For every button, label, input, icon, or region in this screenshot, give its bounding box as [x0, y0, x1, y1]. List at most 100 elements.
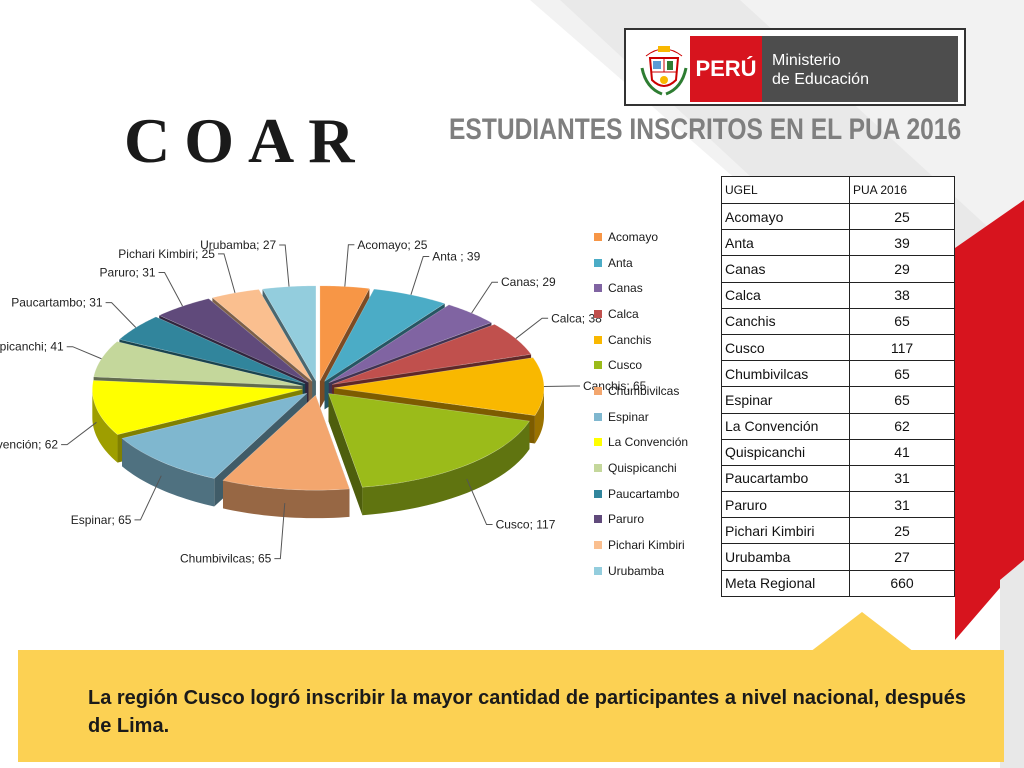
table-cell-value: 38 [849, 281, 955, 309]
table-row: Cusco 117 [721, 333, 955, 362]
ministry-line2: de Educación [772, 71, 869, 88]
legend-item-espinar: Espinar [594, 404, 688, 430]
table-cell-ugel: Anta [721, 229, 850, 257]
table-cell-value: 65 [849, 386, 955, 414]
legend-item-chumbivilcas: Chumbivilcas [594, 378, 688, 404]
legend-label: Chumbivilcas [608, 383, 680, 398]
ministry-logo: PERÚ Ministerio de Educación [624, 28, 966, 106]
legend-swatch [594, 258, 602, 267]
table-row: Canchis 65 [721, 307, 955, 335]
leader-line-calca [515, 317, 549, 339]
table-cell-value: 29 [849, 255, 955, 283]
table-cell-ugel: Canas [721, 255, 850, 283]
slice-cusco [328, 393, 530, 488]
slice-wall-cusco-1 [328, 393, 363, 516]
legend-item-anta: Anta [594, 250, 688, 276]
table-cell-ugel: Paruro [721, 491, 850, 519]
leader-line-pichari-kimbiri [217, 253, 236, 294]
data-table: UGEL PUA 2016 Acomayo 25 Anta 39 Canas 29 Calca 3… [721, 176, 955, 597]
table-cell-value: 65 [849, 307, 955, 335]
legend-label: Acomayo [608, 229, 659, 244]
data-label-canas: Canas; 29 [501, 275, 556, 289]
legend-label: Pichari Kimbiri [608, 538, 685, 553]
legend-label: Urubamba [608, 563, 665, 578]
table-row: Meta Regional 660 [721, 569, 955, 597]
legend-swatch [594, 386, 602, 395]
data-label-paruro: Paruro; 31 [100, 266, 156, 280]
table-row: Chumbivilcas 65 [721, 360, 955, 388]
table-row: Anta 39 [721, 229, 955, 257]
leader-line-espinar [134, 475, 162, 521]
table-cell-value: 31 [849, 464, 955, 493]
legend-item-quispicanchi: Quispicanchi [594, 455, 688, 481]
legend-label: La Convención [608, 435, 689, 450]
legend-label: Quispicanchi [608, 461, 677, 476]
data-label-urubamba: Urubamba; 27 [200, 238, 276, 252]
slice-side-la-convencion [92, 389, 118, 463]
leader-line-canchis [543, 385, 580, 388]
legend-item-pichari-kimbiri: Pichari Kimbiri [594, 532, 688, 558]
table-row: Calca 38 [721, 281, 955, 309]
slice-canas [328, 304, 493, 383]
slice-la-convencion [92, 380, 303, 435]
legend-item-la-convencion: La Convención [594, 430, 688, 456]
legend-swatch [594, 412, 602, 421]
coat-of-arms-icon [640, 46, 688, 96]
pie-chart: Acomayo; 25 Anta ; 39 Canas; 29 Calca; 38 Ca… [0, 238, 647, 566]
ministry-name: Ministerio de Educación [762, 36, 958, 102]
legend-swatch [594, 464, 602, 473]
leader-line-canas [471, 281, 498, 314]
table-cell-value: 25 [849, 202, 955, 231]
legend-item-paruro: Paruro [594, 507, 688, 533]
table-cell-value: 25 [849, 517, 955, 545]
legend-label: Anta [608, 255, 633, 270]
legend-swatch [594, 361, 602, 370]
table-cell-ugel: La Convención [721, 412, 850, 440]
legend-swatch [594, 335, 602, 344]
summary-text: La región Cusco logró inscribir la mayor… [88, 687, 967, 737]
slice-side-canchis [534, 387, 544, 444]
slice-paucartambo [118, 316, 306, 385]
slice-side-chumbivilcas [222, 480, 350, 519]
legend-swatch [594, 566, 602, 575]
leader-line-cusco [466, 478, 493, 526]
data-label-paucartambo: Paucartambo; 31 [11, 296, 103, 310]
legend-swatch [594, 309, 602, 318]
table-row: Urubamba 27 [721, 543, 955, 571]
legend-label: Paruro [608, 512, 645, 527]
table-header-cell: UGEL [721, 176, 850, 204]
table-cell-value: 62 [849, 412, 955, 440]
table-cell-ugel: Acomayo [721, 202, 850, 231]
table-cell-ugel: Canchis [721, 307, 850, 335]
table-row: Paruro 31 [721, 491, 955, 519]
table-cell-ugel: Chumbivilcas [721, 360, 850, 388]
leader-line-chumbivilcas [274, 503, 286, 560]
table-cell-value: 27 [849, 543, 955, 571]
leader-line-acomayo [344, 244, 355, 287]
legend-item-acomayo: Acomayo [594, 224, 688, 250]
table-cell-ugel: Meta Regional [721, 569, 850, 597]
legend-item-canas: Canas [594, 275, 688, 301]
ministry-line1: Ministerio [772, 52, 841, 69]
legend-item-urubamba: Urubamba [594, 558, 688, 584]
legend-item-cusco: Cusco [594, 352, 688, 378]
data-label-quispicanchi: Quispicanchi; 41 [0, 340, 64, 354]
leader-line-paucartambo [105, 302, 137, 328]
slice-pichari-kimbiri [211, 289, 313, 382]
leader-line-paruro [158, 272, 184, 307]
data-label-acomayo: Acomayo; 25 [357, 238, 427, 252]
legend-item-canchis: Canchis [594, 327, 688, 353]
slice-side-espinar [122, 438, 215, 507]
data-label-pichari-kimbiri: Pichari Kimbiri; 25 [118, 247, 215, 261]
table-row: La Convención 62 [721, 412, 955, 440]
table-cell-ugel: Cusco [721, 333, 850, 362]
table-row: Canas 29 [721, 255, 955, 283]
slice-quispicanchi [93, 341, 303, 387]
table-cell-ugel: Espinar [721, 386, 850, 414]
legend-label: Canchis [608, 332, 652, 347]
table-cell-ugel: Paucartambo [721, 464, 850, 493]
leader-line-quispicanchi [66, 346, 102, 360]
data-label-cusco: Cusco; 117 [496, 518, 556, 532]
legend-item-calca: Calca [594, 301, 688, 327]
table-cell-ugel: Pichari Kimbiri [721, 517, 850, 545]
